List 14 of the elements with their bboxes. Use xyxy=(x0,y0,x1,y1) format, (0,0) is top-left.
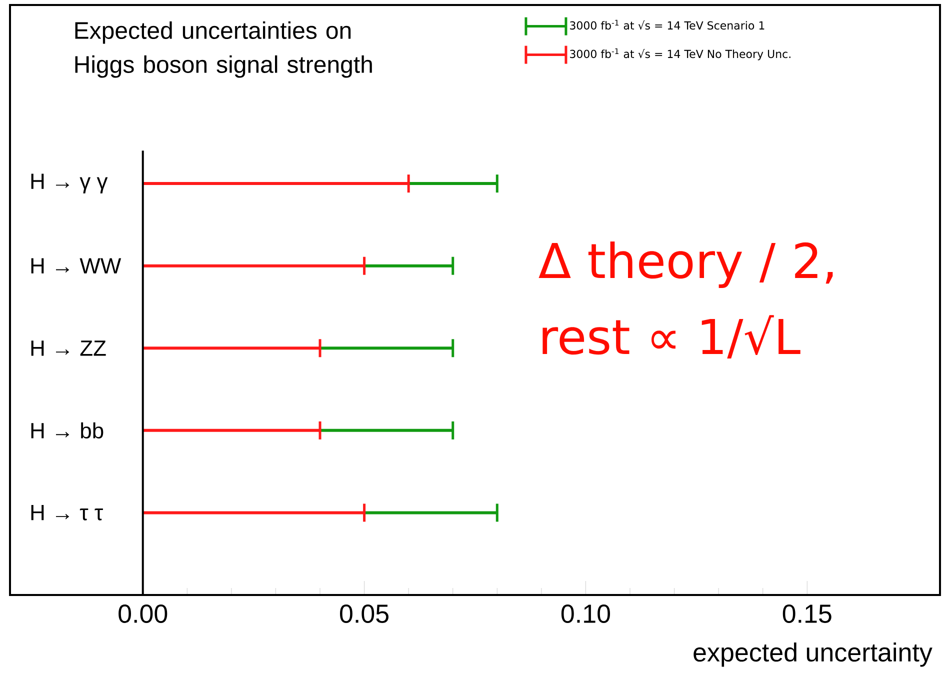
y-tick-label: H → bb xyxy=(31,422,104,438)
y-tick-label: H → γ γ xyxy=(31,174,108,194)
x-tick-label: 0.10 xyxy=(561,604,610,623)
x-axis-title: expected uncertainty xyxy=(694,642,932,667)
x-tick-label: 0.00 xyxy=(118,604,168,623)
x-tick-label: 0.15 xyxy=(782,604,832,623)
y-tick-label: H → ZZ xyxy=(31,340,106,356)
chart-title: Expected uncertainties on Higgs boson signal strength xyxy=(75,21,372,78)
y-tick-label: H → WW xyxy=(31,258,122,274)
annotation: Δ theory / 2, rest ∝ 1/√L xyxy=(538,241,833,358)
x-tick-label: 0.05 xyxy=(340,604,388,623)
legend-label: 3000 fb$^{-1}$ at √s = 14 TeV No Theory Unc. xyxy=(570,48,790,60)
legend-label: 3000 fb$^{-1}$ at √s = 14 TeV Scenario 1 xyxy=(570,20,764,30)
y-tick-label: H → τ τ xyxy=(31,504,103,520)
